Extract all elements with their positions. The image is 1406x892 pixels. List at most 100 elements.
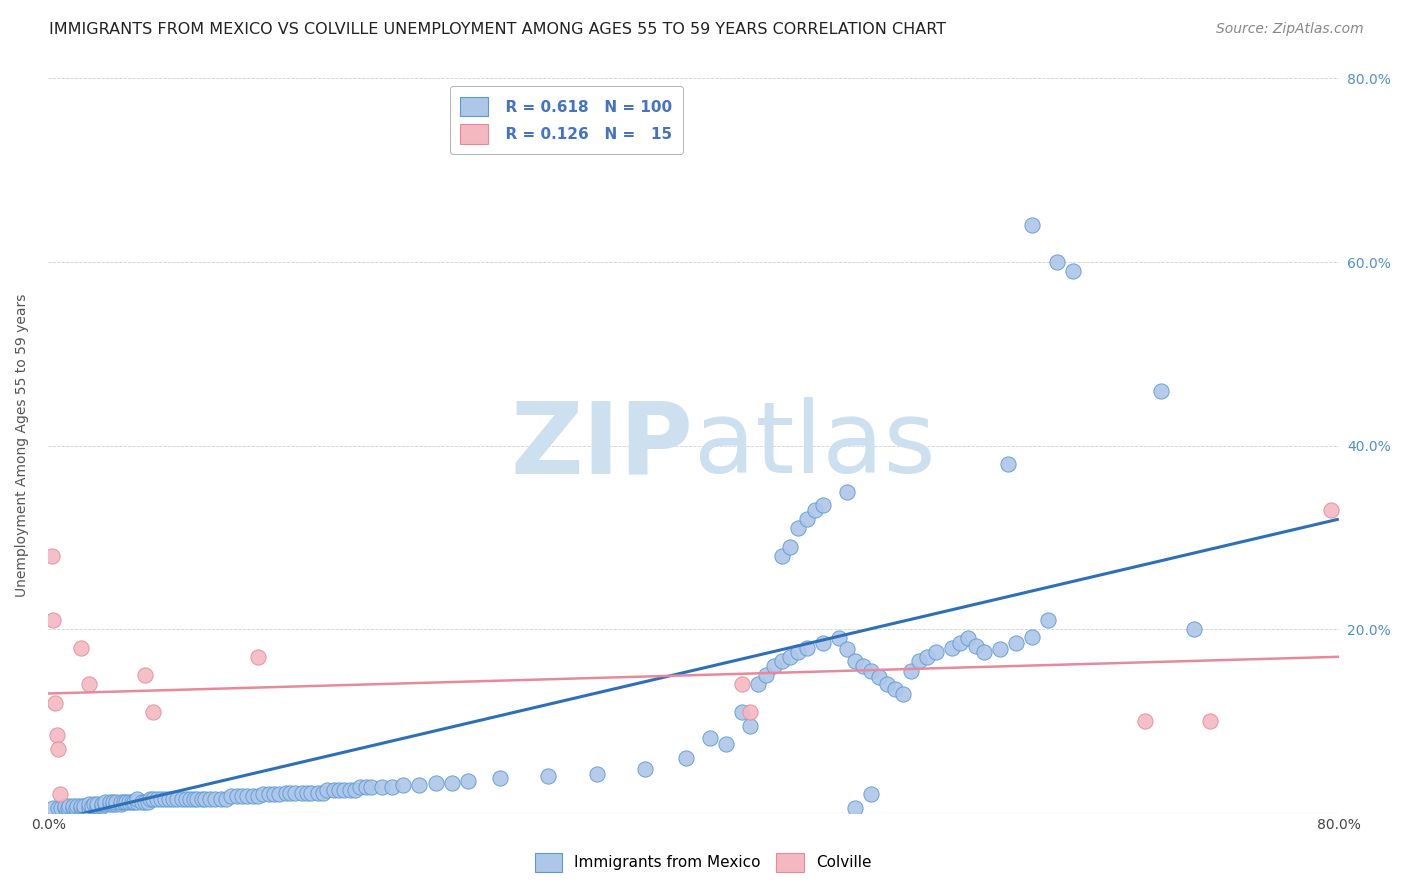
Point [77,677,100,691]
Point [166,792,188,806]
Point [860,788,883,802]
Point [69,798,91,813]
Point [204,792,226,806]
Point [110,797,132,811]
Point [48,788,70,802]
Point [53,801,76,815]
Text: IMMIGRANTS FROM MEXICO VS COLVILLE UNEMPLOYMENT AMONG AGES 55 TO 59 YEARS CORREL: IMMIGRANTS FROM MEXICO VS COLVILLE UNEMP… [49,22,946,37]
Point [121,795,143,809]
Point [884,681,907,696]
Point [46,741,69,756]
Point [274,786,297,800]
Point [73,798,96,813]
Point [675,751,697,765]
Point [1319,503,1341,517]
Point [86,797,108,811]
Text: Source: ZipAtlas.com: Source: ZipAtlas.com [1216,22,1364,37]
Point [1135,714,1157,728]
Point [45,728,67,742]
Point [90,798,112,813]
Point [891,686,914,700]
Point [1045,255,1067,269]
Text: atlas: atlas [693,397,935,494]
Point [299,786,322,800]
Point [42,613,65,627]
Point [408,778,430,792]
Point [215,792,238,806]
Point [269,788,291,802]
Point [142,792,165,806]
Point [796,640,818,655]
Point [77,797,100,811]
Point [1198,714,1220,728]
Point [134,795,156,809]
Point [226,789,249,804]
Point [98,795,121,809]
Point [83,797,105,811]
Point [105,797,128,811]
Point [917,649,939,664]
Point [42,801,65,815]
Point [157,792,180,806]
Point [90,797,112,811]
Point [94,795,117,809]
Point [1038,613,1060,627]
Point [828,632,851,646]
Point [139,792,162,806]
Point [53,798,76,813]
Point [1021,630,1043,644]
Point [457,773,479,788]
Point [66,798,89,813]
Point [770,654,793,668]
Legend: Immigrants from Mexico, Colville: Immigrants from Mexico, Colville [527,845,879,880]
Point [876,677,898,691]
Point [138,795,160,809]
Point [328,783,350,797]
Point [162,792,184,806]
Point [973,645,995,659]
Point [115,795,138,809]
Point [291,786,314,800]
Point [105,795,128,809]
Point [763,659,786,673]
Point [263,788,285,802]
Point [731,677,754,691]
Point [332,783,354,797]
Point [62,801,84,815]
Point [835,484,858,499]
Point [381,780,404,794]
Point [98,797,121,811]
Point [941,640,963,655]
Point [183,792,205,806]
Point [844,654,866,668]
Point [65,801,87,815]
Point [634,762,657,776]
Point [101,795,124,809]
Point [247,649,270,664]
Point [153,792,176,806]
Point [796,512,818,526]
Point [44,696,66,710]
Point [112,795,135,809]
Point [307,786,329,800]
Point [69,640,91,655]
Point [131,795,153,809]
Point [150,792,173,806]
Point [738,718,761,732]
Point [122,795,145,809]
Point [900,664,922,678]
Text: ZIP: ZIP [510,397,693,494]
Point [142,705,165,719]
Point [46,801,69,815]
Point [425,776,447,790]
Point [209,792,232,806]
Point [127,795,149,809]
Point [77,801,100,815]
Point [988,642,1011,657]
Point [284,786,307,800]
Point [280,786,302,800]
Point [924,645,946,659]
Point [242,789,264,804]
Point [489,771,512,785]
Point [997,457,1019,471]
